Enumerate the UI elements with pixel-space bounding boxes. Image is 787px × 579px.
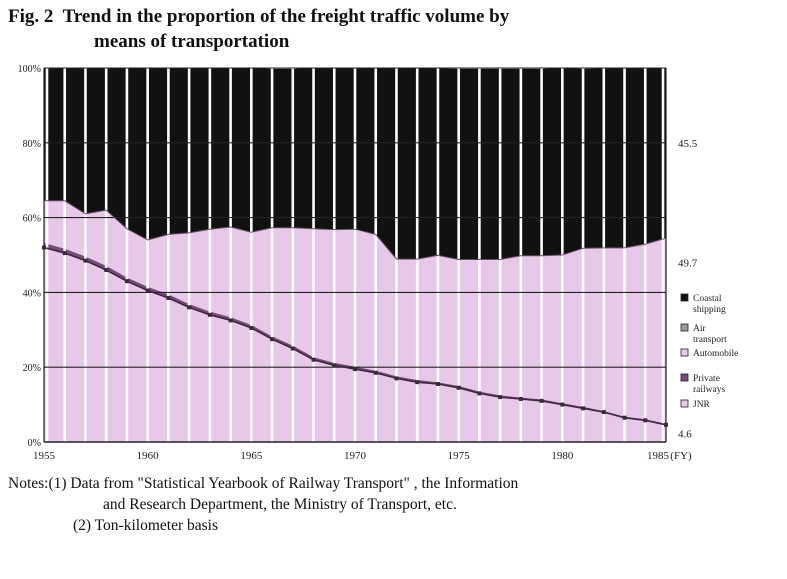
jnr-point [83,258,88,263]
note-line-3: (2) Ton-kilometer basis [73,517,218,534]
figure-title-line2: means of transportation [94,31,290,52]
x-axis: 1955 1960 1965 1970 1975 1980 1985 (FY) [33,450,692,462]
jnr-point [124,279,129,284]
legend-swatch-private-railways [680,373,689,382]
x-tick-label: 1985 [647,450,670,462]
y-axis: 0% 20% 40% 60% 80% 100% [18,64,41,449]
series-lines [42,200,668,427]
legend-swatch-automobile [680,348,689,357]
jnr-point [477,391,482,396]
y-tick-label: 0% [28,438,41,449]
jnr-point [539,398,544,403]
legend-swatch-jnr [680,399,689,408]
jnr-point [42,245,46,250]
note-line-1: Notes:(1) Data from "Statistical Yearboo… [8,475,519,492]
legend-label: JNR [693,400,711,410]
x-tick-label: 1975 [448,450,471,462]
x-tick-label: 1955 [33,450,56,462]
jnr-point [373,370,378,375]
note-line-2: and Research Department, the Ministry of… [103,496,457,513]
x-tick-label: 1960 [137,450,160,462]
jnr-point [415,380,420,385]
jnr-point [643,418,648,423]
jnr-point [62,251,67,256]
x-tick-label: 1970 [344,450,367,462]
figure-title: Fig. 2 Trend in the proportion of the fr… [8,4,768,54]
right-annotation: 4.6 [678,428,692,440]
legend-label: shipping [693,305,726,315]
figure-title-line1: Trend in the proportion of the freight t… [62,6,510,27]
y-tick-label: 40% [23,288,41,299]
x-tick-label: 1965 [240,450,263,462]
jnr-point [207,312,212,317]
legend-label: railways [693,385,725,395]
jnr-point [290,346,295,351]
band-jnr [44,247,666,442]
y-tick-label: 20% [23,363,41,374]
jnr-point [145,288,150,293]
jnr-point [353,367,357,372]
legend-swatch-coastal-shipping [680,293,689,302]
y-tick-label: 100% [18,64,41,75]
y-tick-label: 80% [23,139,41,150]
figure-label: Fig. 2 [8,6,54,27]
right-annotations: 45.5 49.7 4.6 [678,138,698,441]
x-unit-label: (FY) [670,450,692,462]
stacked-area-chart: 0%20%40%60%80%100% 1955 1960 1965 1970 1975 1… [18,64,739,462]
year-stripes [45,68,665,442]
jnr-point [332,363,337,368]
jnr-point [311,357,316,362]
notes: Notes:(1) Data from "Statistical Yearboo… [8,473,783,536]
jnr-point [166,296,171,301]
jnr-point [456,385,461,390]
jnr-point [187,305,192,310]
legend-label: Automobile [693,349,738,359]
jnr-point [249,325,254,330]
x-tick-label: 1980 [551,450,574,462]
jnr-point [228,318,233,323]
jnr-point [664,422,668,427]
legend-swatch-air-transport [680,323,689,332]
right-annotation: 49.7 [678,257,698,269]
automobile-boundary-line [44,200,667,260]
jnr-point [270,337,275,342]
jnr-point [498,395,503,400]
jnr-point [601,410,606,415]
jnr-point [560,402,565,407]
legend-label: Air [693,324,707,334]
y-tick-label: 60% [23,214,41,225]
jnr-point [622,415,627,420]
legend-label: Coastal [693,294,722,304]
jnr-point [581,406,586,411]
jnr-point [435,382,440,387]
jnr-point [104,267,109,272]
right-annotation: 45.5 [678,138,698,150]
legend-label: Private [693,374,720,384]
jnr-point [394,376,399,381]
jnr-point [518,396,523,401]
legend-label: transport [693,335,727,345]
